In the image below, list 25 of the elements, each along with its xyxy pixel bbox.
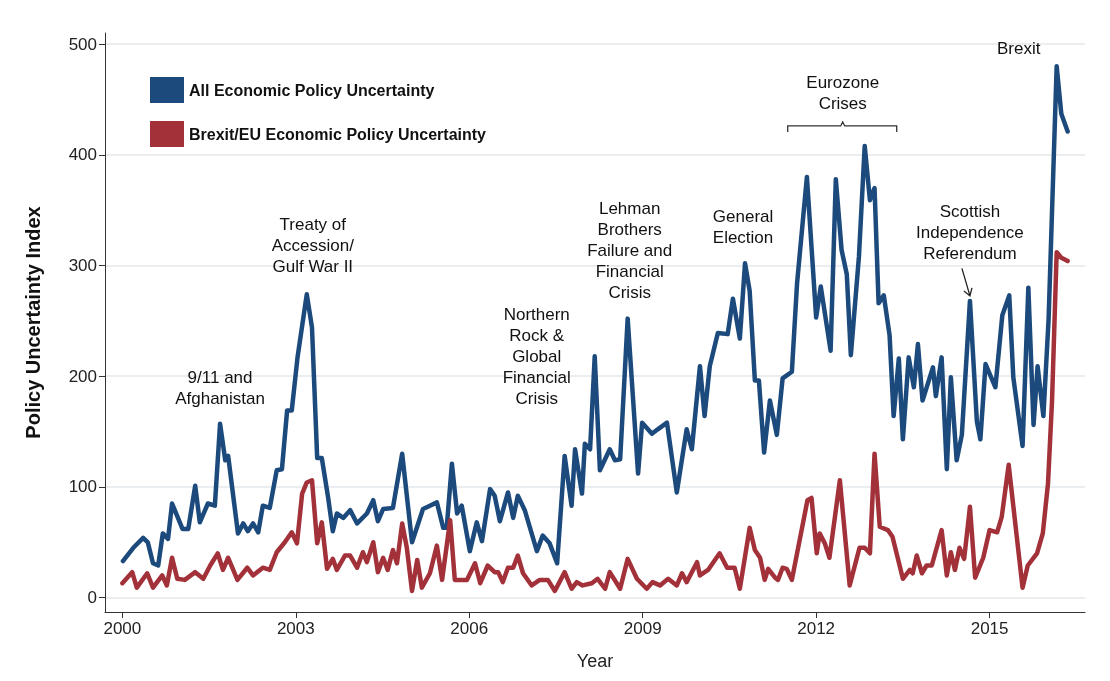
x-tick-label: 2000 [103,619,142,638]
annotation: Northern Rock & Global Financial Crisis [502,304,571,408]
legend-label: All Economic Policy Uncertainty [189,81,435,99]
x-tick-label: 2009 [623,619,662,638]
x-tick-label: 2012 [797,619,836,638]
annotation: Lehman Brothers Failure and Financial Crisis [587,199,673,303]
y-tick-label: 0 [87,588,97,608]
annotation: Eurozone Crises [806,72,880,113]
annotation: 9/11 and Afghanistan [175,367,265,408]
x-tick-label: 2003 [276,619,315,638]
x-axis-title: Year [576,651,614,671]
y-tick-label: 200 [68,366,97,386]
legend-label: Brexit/EU Economic Policy Uncertainty [189,125,487,143]
y-tick-label: 100 [68,477,97,497]
annotation: Scottish Independence Referendum [916,202,1024,264]
annotation: Brexit [996,38,1041,58]
y-axis-title: Policy Uncertainty Index [22,206,44,439]
annotation: Treaty of Accession/ Gulf War II [271,214,355,276]
annotation: General Election [712,207,774,248]
line-series [120,63,1070,568]
y-tick-label: 300 [68,255,97,275]
x-tick-label: 2006 [450,619,489,638]
y-tick-label: 400 [68,145,97,165]
y-tick-label: 500 [68,34,97,54]
x-tick-label: 2015 [970,619,1009,638]
